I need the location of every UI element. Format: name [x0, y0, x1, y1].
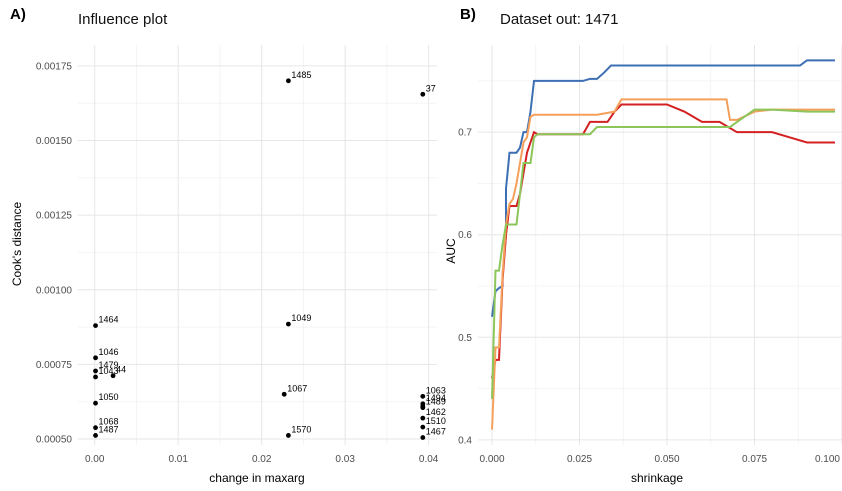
panel-a-x-tick-label: 0.02: [252, 454, 272, 465]
panel-a-point: [420, 435, 426, 440]
panel-a-point-label: 37: [426, 83, 436, 93]
panel-b-y-axis-title: AUC: [444, 238, 458, 264]
panel-a-point: [285, 321, 291, 327]
panel-a-y-tick-label: 0.00050: [36, 435, 73, 446]
panel-b-title: Dataset out: 1471: [500, 11, 618, 28]
panel-b-series-line-3: [491, 98, 835, 430]
panel-a-point: [420, 91, 426, 97]
panel-a-point-label: 1485: [291, 70, 311, 80]
panel-b-x-tick-label: 0.075: [742, 454, 767, 465]
panel-a-point: [281, 391, 287, 397]
panel-a-point-label: 1494: [426, 393, 446, 403]
panel-a-point: [420, 415, 426, 421]
panel-a-x-tick-label: 0.00: [85, 454, 105, 465]
panel-a-point: [93, 323, 98, 328]
panel-a-point-label: 1479: [99, 360, 119, 370]
panel-a-point-label: 1510: [426, 416, 446, 426]
panel-a-point: [93, 355, 98, 361]
panel-b-y-tick-label: 0.4: [458, 435, 472, 446]
panel-a-point: [93, 425, 98, 431]
panel-a-point-label: 1068: [99, 417, 119, 427]
panel-b-series-line-2: [491, 103, 835, 379]
panel-a-y-tick-label: 0.00125: [36, 211, 73, 222]
panel-a-point-label: 44: [116, 365, 126, 375]
panel-a-point: [285, 78, 291, 84]
panel-a-y-tick-label: 0.00100: [36, 285, 73, 296]
panel-a-point: [93, 433, 98, 438]
panel-a-point: [420, 403, 426, 409]
panel-a-point-label: 1043: [99, 366, 119, 376]
panel-a-point-label: 1050: [99, 392, 119, 402]
panel-a-y-axis-title: Cook's distance: [10, 202, 24, 287]
panel-a-y-tick-label: 0.00175: [36, 61, 73, 72]
panel-a-point-label: 1063: [426, 385, 446, 395]
panel-a-x-tick-label: 0.01: [168, 454, 188, 465]
panel-b-y-tick-label: 0.6: [458, 230, 472, 241]
panel-a-x-tick-label: 0.03: [335, 454, 355, 465]
panel-a-title: Influence plot: [78, 11, 168, 28]
panel-b-x-axis-title: shrinkage: [631, 471, 683, 485]
panel-a-x-tick-label: 0.04: [419, 454, 439, 465]
panel-a-point: [93, 368, 98, 374]
panel-b-y-tick-label: 0.7: [458, 128, 472, 139]
panel-b-x-tick-label: 0.025: [567, 454, 592, 465]
panel-b-series-line-4: [491, 108, 835, 399]
panel-a-point: [420, 393, 426, 399]
panel-a-point: [285, 433, 291, 438]
panel-b-x-tick-label: 0.050: [654, 454, 679, 465]
panel-a-point-label: 1046: [99, 347, 119, 357]
panel-a-point-label: 1570: [291, 424, 311, 434]
panel-a-point-label: 1462: [426, 407, 446, 417]
panel-a-point-label: 1049: [291, 313, 311, 323]
panel-a-x-axis-title: change in maxarg: [209, 471, 304, 485]
panel-b-x-tick-label: 0.100: [815, 454, 840, 465]
panel-a-y-tick-label: 0.00150: [36, 136, 73, 147]
panel-b-x-tick-label: 0.000: [479, 454, 504, 465]
panel-a-label: A): [10, 6, 26, 23]
panel-a-point-label: 1489: [426, 397, 446, 407]
panel-b-y-tick-label: 0.5: [458, 333, 472, 344]
panel-b-label: B): [460, 6, 476, 23]
panel-a-plot: 0.00 0.01 0.02 0.03 0.04 0.00050 0.00075 0.0010…: [36, 45, 446, 465]
panel-b-plot: 0.000 0.025 0.050 0.075 0.100 0.4 0.5 0.6 0.7: [458, 45, 842, 465]
panel-a-point-label: 1464: [99, 315, 119, 325]
panel-a-point: [420, 424, 426, 430]
panel-a-point-label: 1487: [99, 424, 119, 434]
panel-a-point-label: 1067: [287, 383, 307, 393]
panel-a-point-label: 1467: [426, 427, 446, 437]
panel-a-point: [110, 373, 116, 379]
panel-a-point: [93, 400, 98, 406]
panel-a-y-tick-label: 0.00075: [36, 360, 73, 371]
panel-a-point: [93, 374, 98, 380]
